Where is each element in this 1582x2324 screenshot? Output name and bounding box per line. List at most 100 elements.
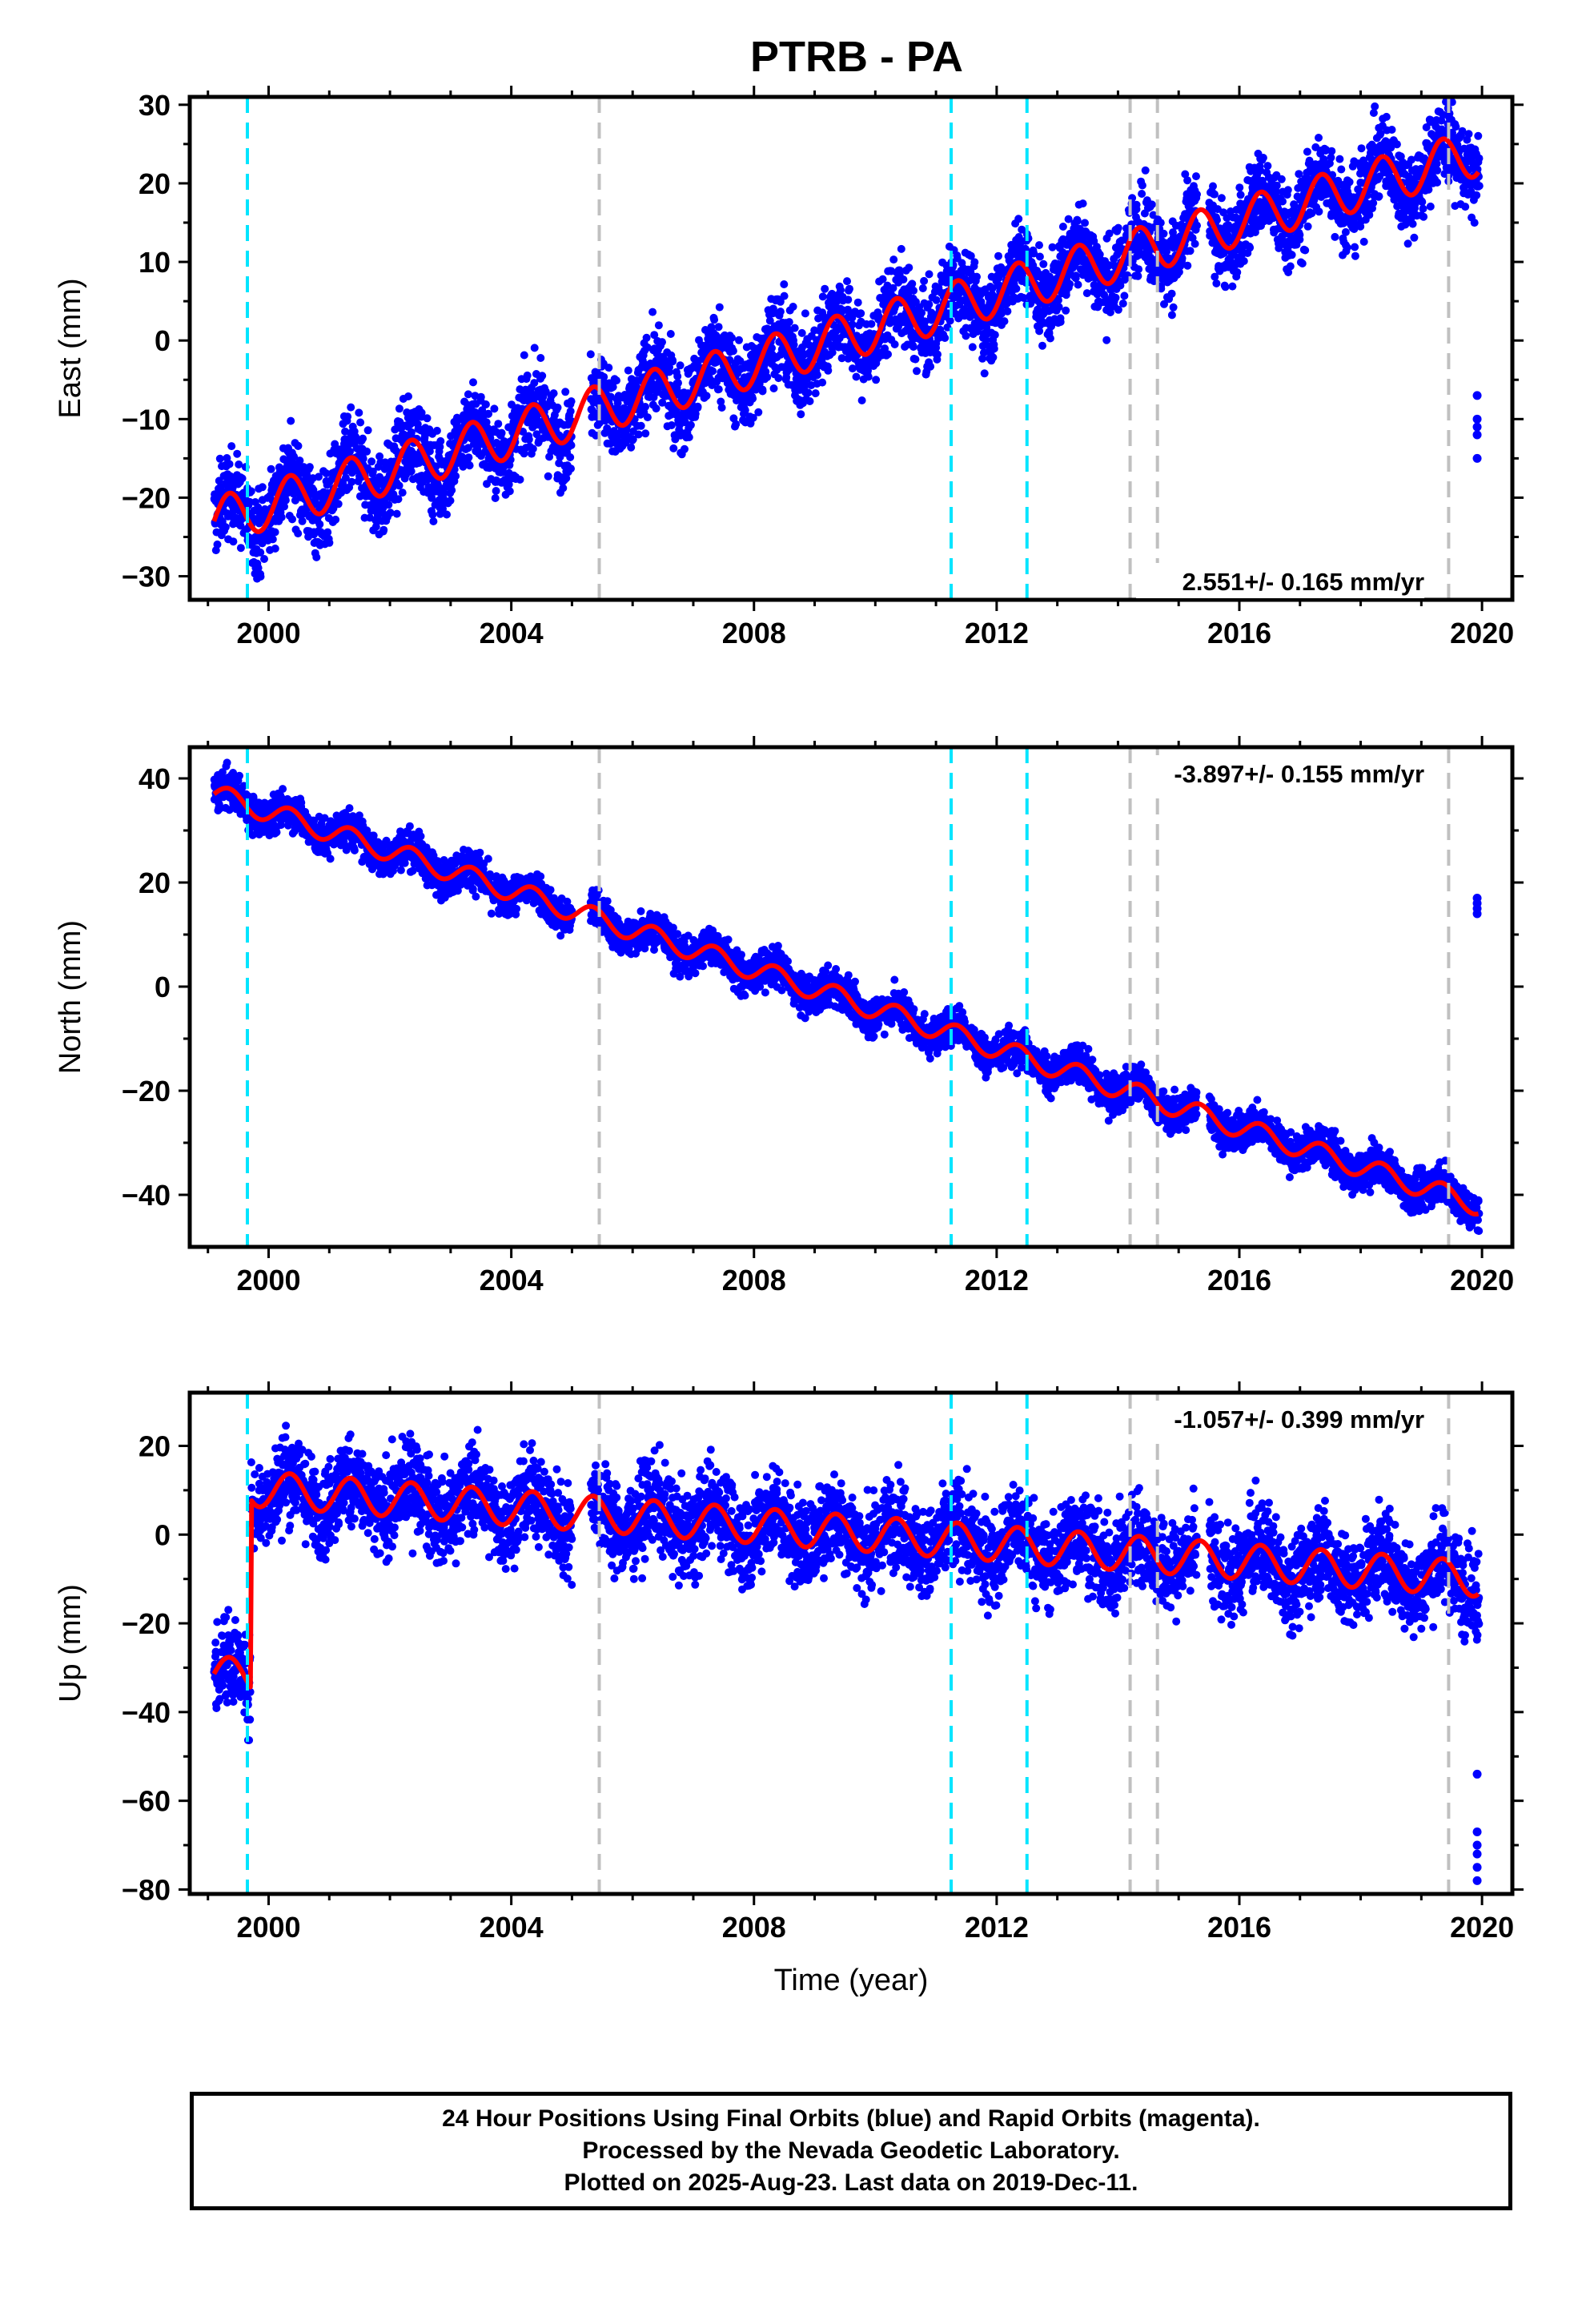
- plot-panel-1: 2000 2004 2008 2012 2016 2020−30−20−100102030…: [54, 86, 1524, 649]
- data-point: [691, 409, 700, 418]
- data-point: [1283, 186, 1292, 195]
- data-point: [343, 412, 352, 421]
- data-point: [824, 366, 833, 375]
- data-point: [648, 308, 657, 316]
- data-point: [600, 372, 608, 381]
- data-point: [363, 426, 372, 435]
- data-point: [1403, 239, 1412, 248]
- data-point: [1439, 111, 1447, 119]
- data-point: [553, 403, 562, 412]
- data-point: [1365, 211, 1374, 219]
- data-point: [769, 384, 778, 392]
- data-point: [1193, 190, 1201, 199]
- data-point: [890, 340, 899, 348]
- data-point: [1246, 243, 1255, 252]
- data-point: [673, 372, 682, 380]
- data-point: [1458, 127, 1467, 135]
- data-point: [843, 277, 851, 286]
- data-point: [1114, 305, 1122, 314]
- data-point: [990, 344, 998, 353]
- data-point: [1432, 159, 1441, 168]
- data-point: [1337, 165, 1346, 174]
- data-point: [235, 771, 243, 780]
- data-point: [1271, 187, 1280, 196]
- data-point: [1167, 311, 1176, 320]
- data-point: [267, 464, 275, 473]
- data-point: [899, 275, 908, 283]
- data-point: [1341, 227, 1350, 236]
- data-point: [934, 350, 942, 359]
- data-point: [1211, 190, 1219, 199]
- x-tick-label: 2020: [1450, 617, 1514, 649]
- data-point: [1169, 303, 1178, 312]
- data-point: [1081, 219, 1089, 227]
- data-point: [491, 494, 500, 502]
- data-point: [1221, 283, 1230, 292]
- data-point: [669, 357, 677, 366]
- data-point: [1284, 268, 1293, 276]
- data-point: [1018, 225, 1026, 234]
- data-point: [1433, 166, 1442, 175]
- data-point: [516, 385, 524, 394]
- data-point: [260, 555, 268, 563]
- data-point: [1078, 199, 1087, 208]
- data-point: [1307, 209, 1316, 218]
- data-point: [448, 486, 456, 495]
- data-point: [1160, 300, 1168, 308]
- data-point: [1035, 241, 1043, 250]
- data-point: [561, 388, 570, 396]
- data-point: [768, 344, 776, 352]
- data-point: [1035, 327, 1044, 336]
- data-point: [277, 513, 286, 521]
- data-point: [741, 406, 749, 415]
- data-point: [1371, 102, 1379, 111]
- data-point: [980, 369, 989, 378]
- data-point: [1410, 233, 1419, 242]
- data-point: [460, 411, 468, 420]
- data-point: [1159, 229, 1168, 238]
- data-point: [1228, 282, 1237, 291]
- data-point: [1120, 292, 1129, 300]
- data-point: [1071, 274, 1080, 283]
- data-point: [294, 441, 303, 450]
- data-point: [235, 460, 243, 468]
- data-point: [549, 389, 558, 398]
- data-point: [281, 496, 290, 505]
- data-point: [1470, 219, 1479, 227]
- data-point: [925, 300, 934, 308]
- data-point: [1387, 126, 1396, 134]
- data-point: [323, 528, 332, 537]
- data-point: [1147, 200, 1156, 209]
- data-point: [398, 489, 407, 497]
- data-point: [223, 758, 231, 767]
- data-point: [666, 330, 675, 338]
- y-tick-label: 10: [139, 246, 171, 279]
- data-point: [1062, 306, 1070, 315]
- data-point: [1427, 116, 1435, 124]
- x-tick-label: 2004: [480, 617, 544, 649]
- data-point: [464, 453, 473, 462]
- data-point: [225, 806, 234, 814]
- data-point: [476, 392, 485, 401]
- data-point: [1105, 229, 1114, 238]
- data-point: [1058, 223, 1067, 231]
- data-point: [288, 515, 296, 524]
- data-point: [749, 394, 757, 403]
- data-point: [1233, 268, 1242, 276]
- data-point: [1012, 284, 1021, 293]
- x-tick-label: 2012: [965, 617, 1029, 649]
- data-point: [1448, 128, 1456, 137]
- data-point: [227, 442, 236, 451]
- data-point: [920, 276, 929, 285]
- data-point: [1295, 170, 1303, 179]
- data-point: [994, 251, 1002, 260]
- data-point: [968, 343, 977, 352]
- data-point: [236, 521, 245, 530]
- data-point: [1472, 191, 1481, 199]
- data-point: [643, 343, 652, 352]
- data-point: [1223, 214, 1231, 223]
- data-point: [1082, 289, 1091, 298]
- data-point: [1407, 155, 1415, 164]
- data-point: [432, 426, 441, 435]
- data-point: [469, 378, 477, 387]
